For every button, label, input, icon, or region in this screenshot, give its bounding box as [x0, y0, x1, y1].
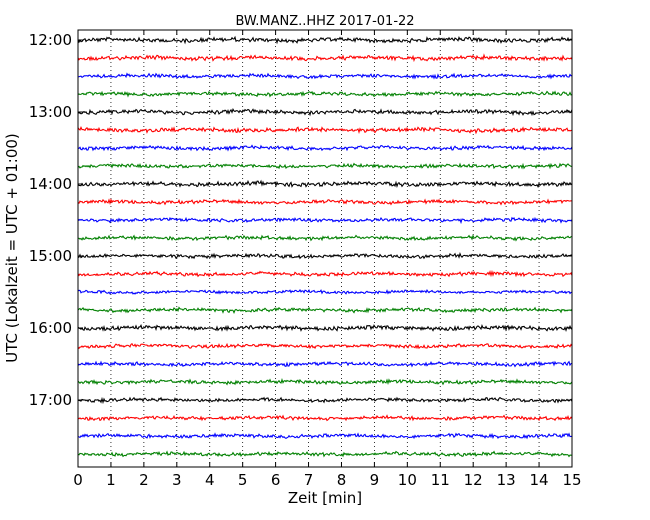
x-tick-label: 10 [398, 471, 417, 489]
trace-1345 [77, 162, 573, 170]
x-tick-label: 11 [431, 471, 450, 489]
trace-1200 [77, 35, 573, 45]
trace-1300 [77, 107, 573, 117]
x-tick-label: 2 [139, 471, 149, 489]
y-tick-label: 15:00 [29, 247, 72, 265]
trace-1645 [77, 378, 573, 386]
trace-1445 [77, 234, 573, 242]
x-tick-label: 6 [271, 471, 281, 489]
y-tick-label: 13:00 [29, 103, 72, 121]
y-tick-label: 17:00 [29, 391, 72, 409]
grid-lines [110, 30, 540, 467]
y-axis: 12:00 13:00 14:00 15:00 16:00 17:00 [29, 31, 572, 409]
x-tick-label: 4 [205, 471, 215, 489]
trace-1215 [77, 53, 573, 63]
trace-1730 [77, 432, 573, 440]
trace-1330 [77, 144, 573, 152]
trace-1500 [77, 252, 573, 260]
trace-1515 [77, 269, 573, 278]
trace-1530 [77, 288, 573, 295]
y-tick-label: 14:00 [29, 175, 72, 193]
y-tick-label: 16:00 [29, 319, 72, 337]
y-axis-label: UTC (Lokalzeit = UTC + 01:00) [3, 133, 21, 363]
x-tick-label: 12 [464, 471, 483, 489]
x-axis: 0 1 2 3 4 5 6 7 8 9 10 11 12 13 14 15 [73, 30, 582, 489]
trace-1430 [77, 216, 573, 225]
trace-1400 [77, 179, 573, 189]
trace-1630 [77, 360, 573, 368]
x-tick-label: 13 [497, 471, 516, 489]
trace-1715 [77, 414, 573, 422]
trace-group [77, 35, 573, 458]
trace-1415 [77, 198, 573, 206]
trace-1745 [77, 450, 573, 458]
y-tick-label: 12:00 [29, 31, 72, 49]
trace-1315 [77, 125, 573, 135]
x-tick-label: 7 [304, 471, 314, 489]
trace-1615 [77, 342, 573, 350]
trace-1545 [77, 306, 573, 314]
x-axis-label: Zeit [min] [288, 489, 362, 507]
trace-1700 [77, 396, 573, 405]
trace-1230 [77, 72, 573, 80]
x-tick-label: 8 [337, 471, 347, 489]
plot-frame [77, 29, 573, 468]
x-tick-label: 14 [530, 471, 549, 489]
x-tick-label: 5 [238, 471, 248, 489]
trace-1245 [77, 90, 573, 98]
x-tick-label: 1 [106, 471, 116, 489]
chart-title: BW.MANZ..HHZ 2017-01-22 [235, 14, 414, 29]
x-tick-label: 0 [73, 471, 83, 489]
x-tick-label: 9 [370, 471, 380, 489]
x-tick-label: 3 [172, 471, 182, 489]
x-tick-label: 15 [562, 471, 581, 489]
trace-1600 [77, 324, 573, 333]
